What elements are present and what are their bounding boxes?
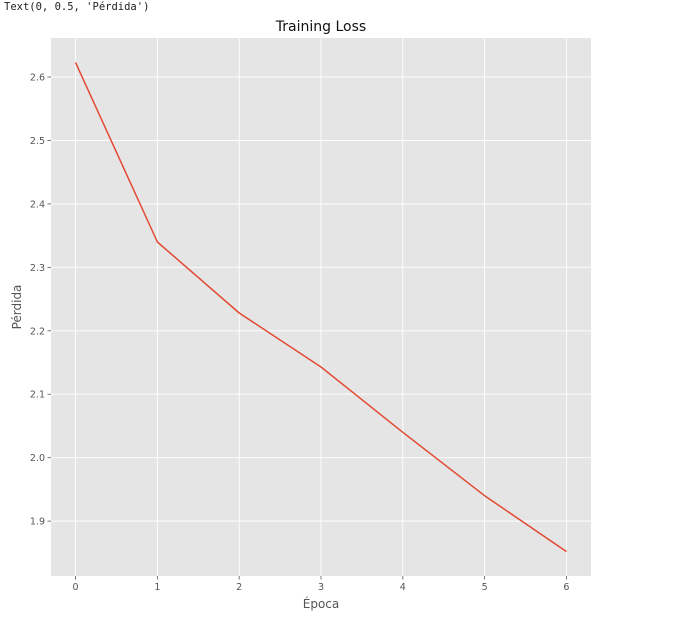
x-tick-label: 1 (154, 582, 160, 593)
y-tick-label: 2.5 (30, 136, 45, 147)
y-tick-label: 2.0 (30, 453, 45, 464)
x-tick-label: 0 (73, 582, 79, 593)
x-tick-label: 4 (400, 582, 406, 593)
x-tick-label: 3 (318, 582, 324, 593)
x-tick-label: 5 (482, 582, 488, 593)
y-tick-label: 1.9 (30, 517, 45, 528)
series-lines (74, 62, 567, 553)
y-tick-label: 2.6 (30, 73, 45, 84)
y-axis-label: Pérdida (10, 285, 24, 330)
x-tick-label: 2 (236, 582, 242, 593)
console-output-text: Text(0, 0.5, 'Pérdida') (4, 1, 150, 13)
loss-series-line (74, 62, 567, 553)
y-tick-label: 2.1 (30, 390, 45, 401)
y-tick-label: 2.4 (30, 199, 45, 210)
axis-ticks: 0 1 2 3 4 5 6 1.9 2.0 2.1 2.2 2.3 2.4 2.5 2.6 (30, 73, 570, 593)
x-axis-label: Época (303, 596, 340, 611)
y-tick-label: 2.2 (30, 326, 45, 337)
y-tick-label: 2.3 (30, 263, 45, 274)
chart-title: Training Loss (275, 19, 366, 35)
grid-lines (51, 38, 591, 576)
x-tick-label: 6 (563, 582, 569, 593)
